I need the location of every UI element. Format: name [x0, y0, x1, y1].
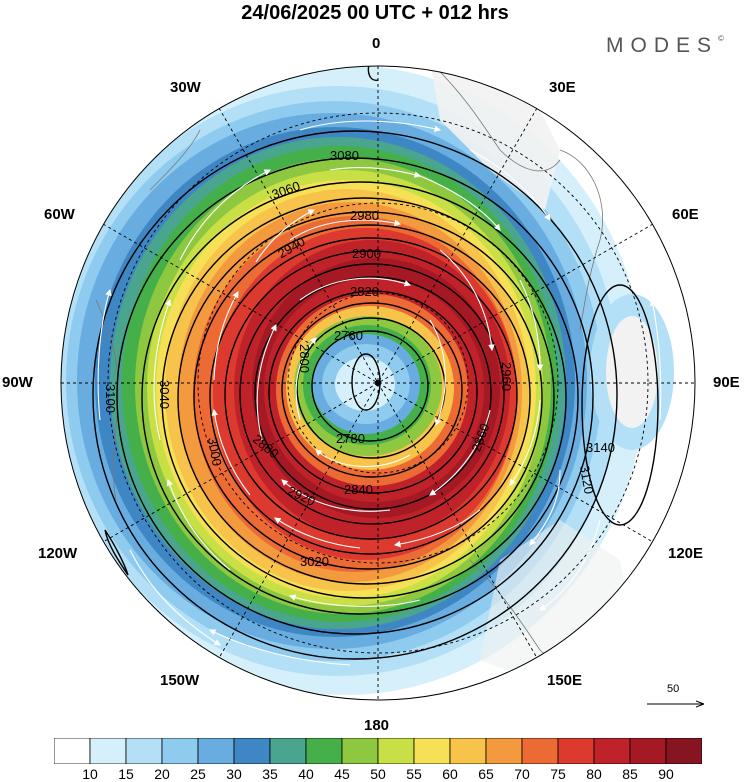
reference-vector-arrow: [647, 678, 715, 714]
colorbar-swatch: [557, 738, 595, 764]
map-title: 24/06/2025 00 UTC + 012 hrs: [241, 2, 509, 24]
colorbar-tick-label: 85: [622, 766, 638, 782]
contour-label: 2780: [336, 431, 365, 446]
colorbar-tick-label: 60: [442, 766, 458, 782]
contour-label: 3120: [577, 464, 597, 495]
contour-label: 2980: [350, 208, 379, 223]
reference-vector-label: 50: [667, 683, 680, 695]
lon-label-90w: 90W: [2, 374, 33, 391]
colorbar-tick-label: 40: [298, 766, 314, 782]
colorbar-swatch: [125, 738, 163, 764]
lon-label-60w: 60W: [44, 206, 75, 223]
colorbar-swatch: [305, 738, 343, 764]
colorbar-tick-label: 65: [478, 766, 494, 782]
colorbar-tick-label: 55: [406, 766, 422, 782]
colorbar-swatch: [521, 738, 559, 764]
colorbar-swatch: [629, 738, 667, 764]
lon-label-60e: 60E: [672, 206, 699, 223]
contour-label: 3080: [330, 148, 359, 163]
contour-label: 3020: [300, 554, 329, 569]
colorbar-swatch: [89, 738, 127, 764]
colorbar-swatch: [341, 738, 379, 764]
contour-label: 3140: [586, 440, 615, 455]
colorbar-tick-label: 20: [154, 766, 170, 782]
map-boundary: [60, 65, 696, 701]
colorbar-tick-label: 45: [334, 766, 350, 782]
contour-label: 2840: [344, 482, 373, 497]
contour-label: 2900: [352, 246, 381, 261]
lon-label-0: 0: [372, 35, 381, 52]
colorbar-tick-label: 15: [118, 766, 134, 782]
lon-label-120w: 120W: [38, 545, 78, 562]
lon-label-90e: 90E: [713, 374, 740, 391]
colorbar-swatch: [413, 738, 451, 764]
colorbar-tick-label: 25: [190, 766, 206, 782]
colorbar-tick-label: 30: [226, 766, 242, 782]
lon-label-30w: 30W: [170, 79, 201, 96]
colorbar-swatch: [665, 738, 702, 764]
colorbar-swatch: [449, 738, 487, 764]
colorbar-tick-label: 50: [370, 766, 386, 782]
colorbar: [54, 738, 702, 764]
colorbar-swatch: [269, 738, 307, 764]
colorbar-swatch: [233, 738, 271, 764]
contour-label: 3040: [157, 380, 172, 409]
colorbar-tick-label: 10: [82, 766, 98, 782]
colorbar-tick-label: 90: [658, 766, 674, 782]
brand-logo: MODES©: [606, 34, 724, 57]
contour-label: 3000: [205, 436, 225, 467]
colorbar-swatch: [197, 738, 235, 764]
lon-label-150w: 150W: [160, 672, 200, 689]
wind-speed-shading: [61, 66, 674, 695]
height-contours: [92, 66, 659, 660]
lon-label-120e: 120E: [668, 545, 704, 562]
wind-vectors: [97, 120, 662, 666]
contour-labels: 2760 2780 2800 2820 2840 2860 2880 2900 …: [103, 148, 615, 569]
contour-label: 2760: [334, 328, 363, 343]
colorbar-swatch: [54, 738, 91, 764]
lon-label-150e: 150E: [547, 672, 583, 689]
colorbar-swatch: [377, 738, 415, 764]
colorbar-swatch: [161, 738, 199, 764]
colorbar-tick-label: 70: [514, 766, 530, 782]
contour-label: 2800: [297, 344, 312, 373]
contour-label: 2820: [350, 284, 379, 299]
contour-label: 3100: [103, 384, 118, 413]
lon-label-30e: 30E: [549, 79, 576, 96]
colorbar-swatch: [485, 738, 523, 764]
colorbar-tick-label: 35: [262, 766, 278, 782]
contour-label: 2960: [499, 362, 514, 391]
graticule: [61, 66, 695, 700]
colorbar-tick-label: 80: [586, 766, 602, 782]
colorbar-swatch: [593, 738, 631, 764]
lon-label-180: 180: [364, 717, 390, 734]
colorbar-tick-label: 75: [550, 766, 566, 782]
